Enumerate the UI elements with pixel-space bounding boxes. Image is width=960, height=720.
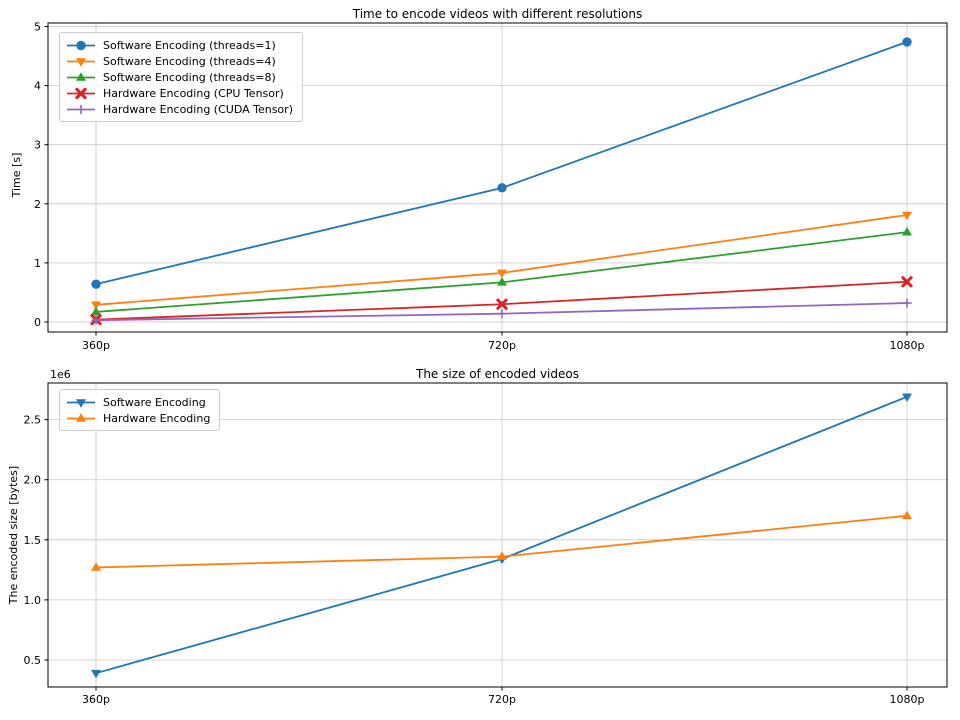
- data-point-marker: [902, 298, 912, 308]
- y-tick-label: 0: [34, 316, 41, 329]
- legend-swatch: [67, 398, 95, 408]
- y-tick-label: 1: [34, 257, 41, 270]
- legend-entry: Software Encoding (threads=4): [66, 53, 293, 69]
- data-point-marker: [91, 301, 102, 311]
- data-point-marker: [901, 510, 912, 520]
- x-tick-label: 720p: [488, 693, 516, 706]
- series-line: [95, 395, 908, 675]
- legend-label: Software Encoding (threads=4): [103, 54, 276, 68]
- axes-frame: [47, 22, 948, 333]
- series-line: [95, 214, 908, 306]
- legend-entry: Software Encoding (threads=8): [66, 69, 293, 85]
- top-chart-y-axis-label: Time [s]: [10, 152, 23, 198]
- legend-entry: Hardware Encoding (CUDA Tensor): [66, 101, 293, 117]
- data-point-marker: [901, 226, 912, 236]
- legend-swatch: [67, 40, 95, 50]
- legend-marker: [76, 57, 86, 67]
- legend-marker: [76, 40, 86, 50]
- top-chart-legend: Software Encoding (threads=1) Software En…: [59, 32, 303, 122]
- y-tick-label: 0.5: [24, 654, 42, 667]
- legend-swatch: [67, 104, 95, 114]
- bottom-chart-legend: Software Encoding Hardware Encoding: [59, 389, 221, 431]
- y-tick-label: 1.5: [24, 534, 42, 547]
- legend-swatch: [67, 412, 95, 422]
- legend-entry: Hardware Encoding: [66, 410, 210, 426]
- legend-swatch: [67, 71, 95, 81]
- legend-entry: Software Encoding: [66, 394, 210, 410]
- y-tick-label: 5: [34, 21, 41, 34]
- data-point-marker: [91, 669, 102, 679]
- x-tick-label: 720p: [488, 339, 516, 352]
- data-point-marker: [497, 309, 507, 319]
- legend-label: Software Encoding: [103, 395, 206, 409]
- bottom-chart-title: The size of encoded videos: [416, 367, 579, 381]
- x-tick-label: 360p: [82, 693, 110, 706]
- y-tick-label: 2.5: [24, 414, 42, 427]
- legend-entry: Software Encoding (threads=1): [66, 37, 293, 53]
- x-tick-label: 360p: [82, 339, 110, 352]
- legend-marker: [76, 71, 86, 81]
- y-tick-label: 2.0: [24, 474, 42, 487]
- x-tick-label: 1080p: [890, 339, 925, 352]
- legend-label: Software Encoding (threads=8): [103, 70, 276, 84]
- legend-marker: [76, 398, 86, 408]
- legend-label: Software Encoding (threads=1): [103, 38, 276, 52]
- top-chart-title: Time to encode videos with different res…: [352, 7, 643, 21]
- data-point-marker: [901, 393, 912, 403]
- data-point-marker: [91, 279, 101, 289]
- axes-frame: [47, 382, 948, 688]
- data-point-marker: [497, 183, 507, 193]
- data-point-marker: [496, 298, 508, 310]
- legend-label: Hardware Encoding (CPU Tensor): [103, 86, 284, 100]
- data-point-marker: [902, 37, 912, 47]
- data-point-marker: [91, 562, 102, 571]
- y-tick-label: 1.0: [24, 594, 42, 607]
- legend-label: Hardware Encoding (CUDA Tensor): [103, 102, 293, 116]
- legend-marker: [76, 104, 86, 114]
- y-axis-offset-text: 1e6: [50, 368, 71, 381]
- y-tick-label: 4: [34, 80, 41, 93]
- bottom-chart-y-axis-label: The encoded size [bytes]: [7, 465, 20, 605]
- data-point-marker: [901, 276, 913, 288]
- legend-marker: [75, 87, 87, 99]
- legend-label: Hardware Encoding: [103, 411, 211, 425]
- data-point-marker: [901, 211, 912, 221]
- legend-marker: [76, 412, 86, 422]
- chart-1-plot-area: 0.5 1.0 1.5 2.0 2.5 360p 720p 1080p: [24, 382, 948, 706]
- x-tick-label: 1080p: [890, 693, 925, 706]
- y-tick-label: 3: [34, 139, 41, 152]
- data-point-marker: [91, 306, 102, 316]
- data-point-marker: [91, 315, 101, 325]
- data-point-marker: [496, 551, 507, 560]
- y-tick-label: 2: [34, 198, 41, 211]
- chart-0-plot-area: 0 1 2 3 4 5 360p 720p 1080p: [34, 21, 948, 352]
- legend-swatch: [67, 57, 95, 67]
- legend-entry: Hardware Encoding (CPU Tensor): [66, 85, 293, 101]
- data-point-marker: [496, 277, 507, 286]
- legend-swatch: [67, 87, 95, 99]
- data-point-marker: [496, 269, 507, 279]
